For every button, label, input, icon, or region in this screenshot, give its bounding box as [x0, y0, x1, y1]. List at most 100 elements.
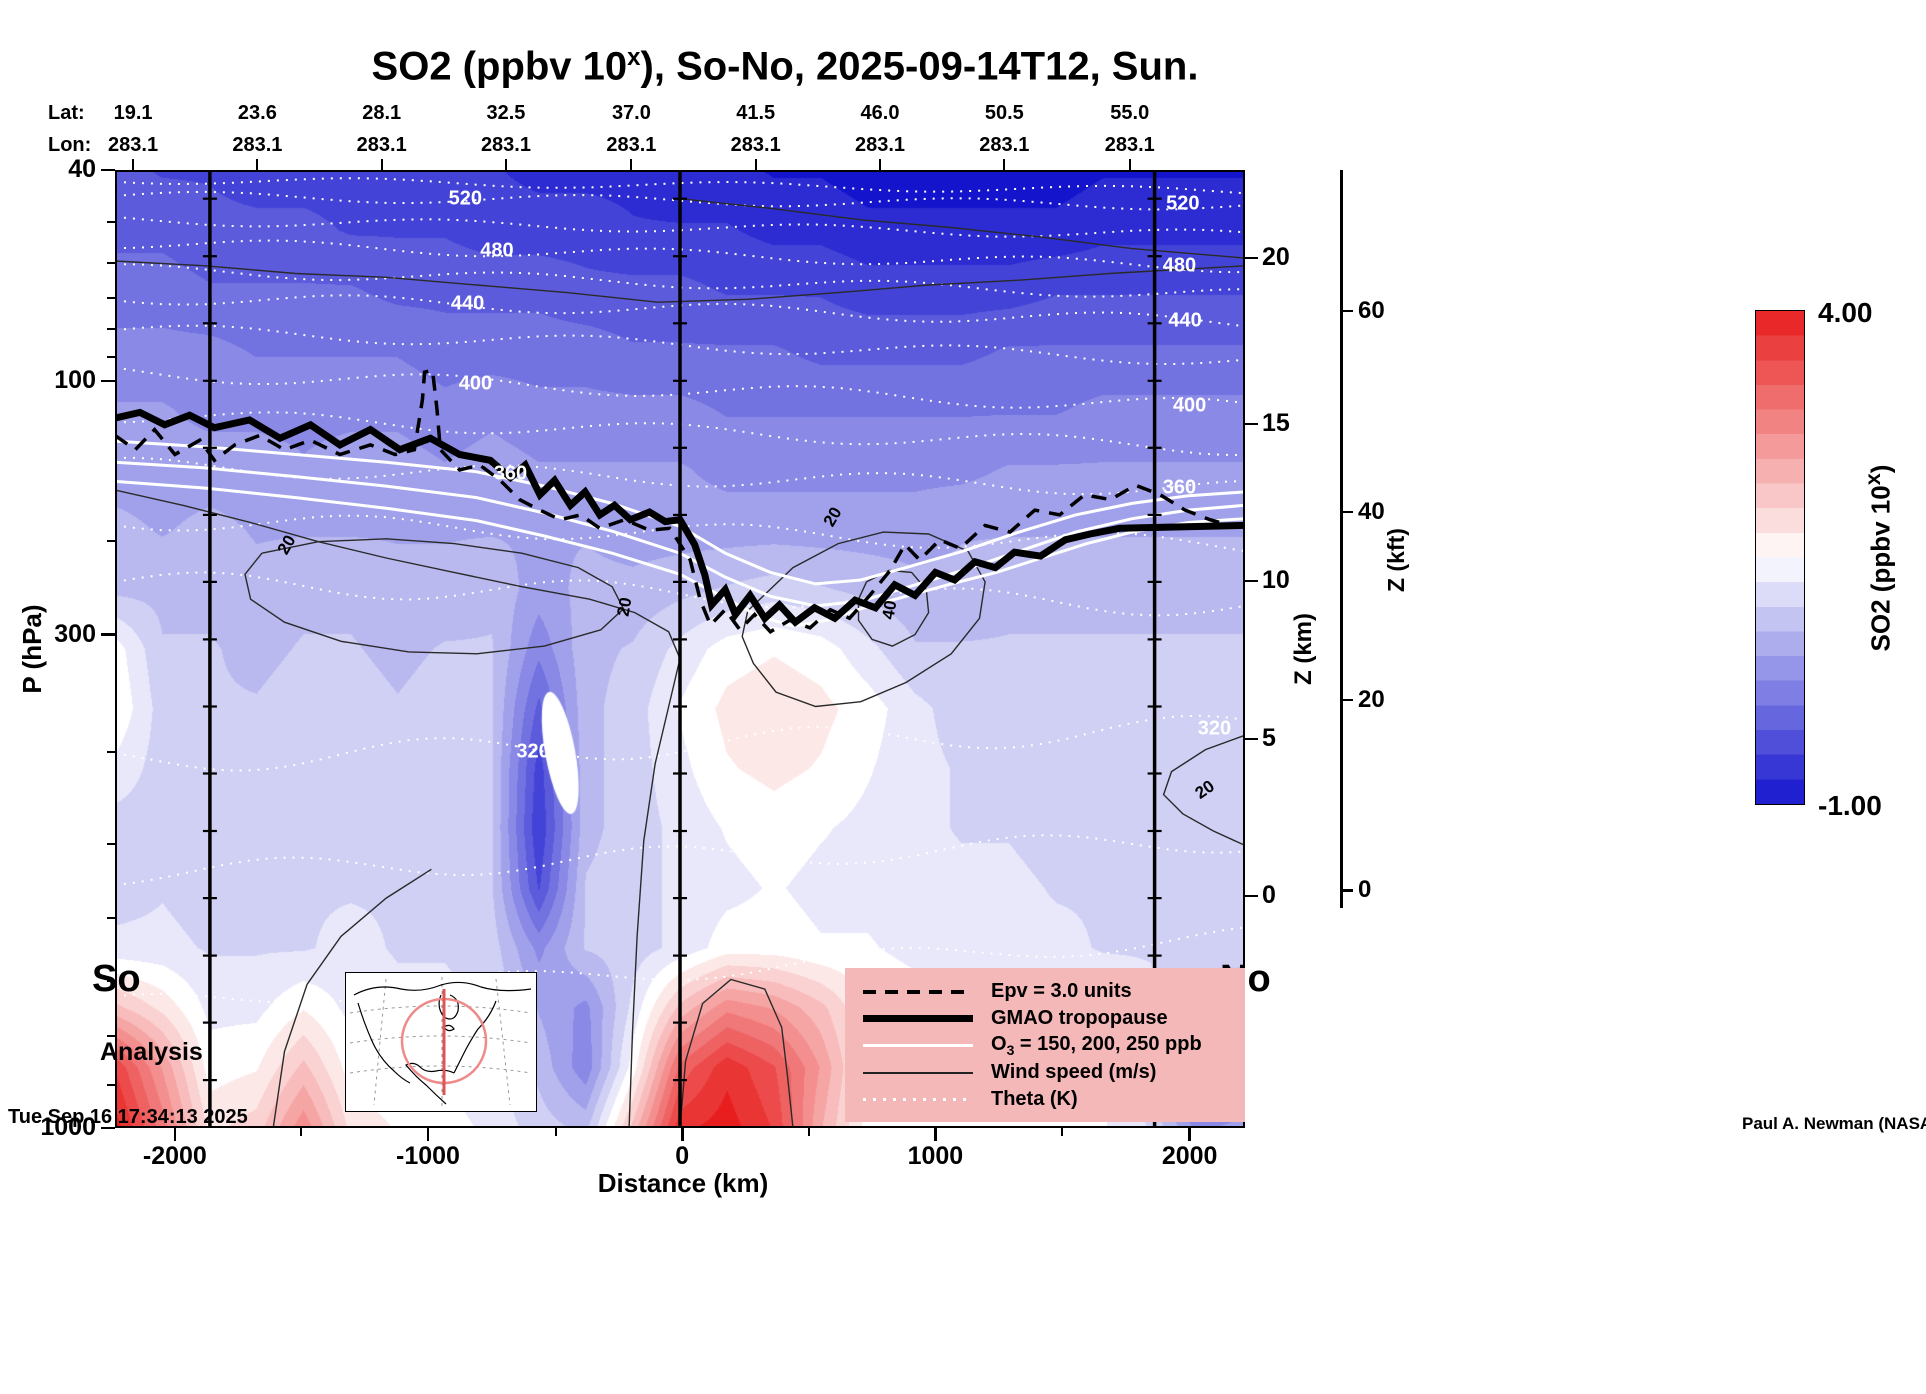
legend-row: Wind speed (m/s)	[845, 1059, 1245, 1086]
chart-title-exponent: x	[627, 44, 641, 71]
distance-major-tick	[1188, 1128, 1191, 1141]
pressure-major-tick	[101, 633, 115, 636]
lat-value: 41.5	[736, 102, 776, 124]
pressure-minor-tick	[107, 751, 115, 754]
zkm-tick-label: 10	[1262, 565, 1290, 594]
legend-row: O3 = 150, 200, 250 ppb	[845, 1032, 1245, 1059]
zkm-tick	[1245, 256, 1258, 260]
lon-value: 283.1	[1104, 134, 1155, 156]
contour-label: 400	[1172, 394, 1207, 417]
legend-box: Epv = 3.0 units GMAO tropopause O3 = 150, …	[845, 968, 1245, 1122]
lon-value: 283.1	[979, 134, 1030, 156]
zkm-tick-label: 5	[1262, 724, 1276, 753]
distance-axis-title: Distance (km)	[597, 1168, 769, 1198]
contour-label: 440	[1168, 309, 1202, 332]
legend-row: Theta (K)	[845, 1086, 1245, 1113]
zkm-tick	[1245, 737, 1258, 741]
lat-value: 19.1	[113, 102, 153, 124]
pressure-minor-tick	[107, 355, 115, 358]
contour-label: 360	[1162, 476, 1197, 499]
zkft-tick-label: 0	[1358, 876, 1372, 904]
distance-minor-tick	[1060, 1128, 1063, 1136]
chart-title: SO2 (ppbv 10x), So-No, 2025-09-14T12, Su…	[0, 44, 1570, 89]
lat-value: 50.5	[984, 102, 1024, 124]
legend-label: Theta (K)	[991, 1088, 1078, 1110]
wind-speed-contour	[115, 260, 1245, 303]
zkft-tick	[1342, 889, 1353, 892]
contour-label: 20	[273, 531, 300, 558]
pressure-minor-tick	[107, 539, 115, 542]
distance-minor-tick	[554, 1128, 557, 1136]
latitude-tick	[380, 159, 383, 170]
distance-major-tick	[426, 1128, 430, 1141]
distance-tick-label: -2000	[142, 1142, 207, 1170]
pressure-minor-tick	[107, 328, 115, 331]
ozone-contour	[115, 460, 1245, 608]
contour-label: 360	[493, 462, 528, 485]
legend-wind-sample	[863, 1071, 973, 1074]
zkft-tick	[1342, 309, 1353, 313]
latitude-tick	[879, 159, 881, 170]
lon-value: 283.1	[606, 134, 657, 156]
contour-label: 440	[450, 292, 485, 315]
legend-trop-sample	[863, 1015, 973, 1022]
lon-value: 283.1	[108, 134, 159, 156]
pressure-minor-tick	[107, 917, 115, 920]
lon-value: 283.1	[854, 134, 906, 156]
distance-tick-label: -1000	[396, 1142, 460, 1170]
legend-epv-line	[863, 989, 973, 994]
contour-label: 40	[878, 598, 901, 621]
legend-o3-sample	[863, 1044, 973, 1047]
zkm-tick-label: 20	[1262, 243, 1290, 272]
legend-label: GMAO tropopause	[991, 1007, 1168, 1029]
pressure-minor-tick	[107, 297, 115, 300]
distance-major-tick	[173, 1128, 177, 1141]
contour-label: 520	[448, 187, 482, 210]
contour-labels-layer: 520 520 480 480 440 440 400 400 360 360 320 320 20 20…	[115, 170, 1245, 1128]
contour-label: 480	[1162, 254, 1197, 277]
analysis-label: Analysis	[100, 1038, 203, 1066]
epv-contour	[115, 368, 1231, 635]
pressure-minor-tick	[107, 980, 115, 983]
pressure-minor-tick	[107, 1083, 115, 1086]
legend-row: Epv = 3.0 units	[845, 978, 1245, 1005]
lat-value: 55.0	[1110, 102, 1150, 124]
pressure-tick-label: 100	[54, 365, 96, 394]
legend-o3-line	[863, 1044, 973, 1047]
zkm-tick	[1245, 579, 1258, 583]
lon-value: 283.1	[730, 134, 781, 156]
contour-label: 520	[1166, 192, 1200, 215]
pressure-minor-tick	[107, 220, 115, 223]
pressure-major-tick	[101, 168, 115, 172]
wind-speed-contour	[272, 868, 432, 1128]
distance-minor-tick	[807, 1128, 810, 1136]
pressure-axis-title: P (hPa)	[17, 604, 47, 694]
pressure-tick-label: 1000	[40, 1113, 96, 1141]
contour-label: 20	[613, 595, 636, 618]
pressure-minor-tick	[107, 261, 115, 264]
legend-label: Wind speed (m/s)	[991, 1061, 1157, 1083]
theta-contour	[115, 714, 1245, 772]
latitude-tick	[630, 159, 633, 170]
distance-major-tick	[681, 1128, 684, 1141]
zkm-tick	[1245, 894, 1258, 898]
theta-contour	[115, 571, 1245, 617]
timestamp: Tue Sep 16 17:34:13 2025	[8, 1106, 248, 1128]
zkm-tick-label: 0	[1262, 881, 1276, 910]
wind-speed-contour	[679, 978, 794, 1128]
zkft-tick	[1342, 698, 1353, 702]
legend-row: GMAO tropopause	[845, 1005, 1245, 1032]
wind-speed-contour	[741, 531, 986, 708]
theta-contour	[115, 834, 1245, 887]
latitude-tick	[1128, 159, 1131, 170]
lat-value: 37.0	[611, 102, 651, 124]
contour-label: 320	[1197, 717, 1232, 740]
ozone-contour	[115, 439, 1245, 586]
wind-speed-contour	[1162, 734, 1245, 847]
colorbar-max-label: 4.00	[1818, 297, 1873, 328]
distance-major-tick	[934, 1128, 937, 1141]
lon-value: 283.1	[232, 134, 283, 156]
latitude-tick	[256, 159, 259, 170]
legend-wind-line	[863, 1071, 973, 1074]
